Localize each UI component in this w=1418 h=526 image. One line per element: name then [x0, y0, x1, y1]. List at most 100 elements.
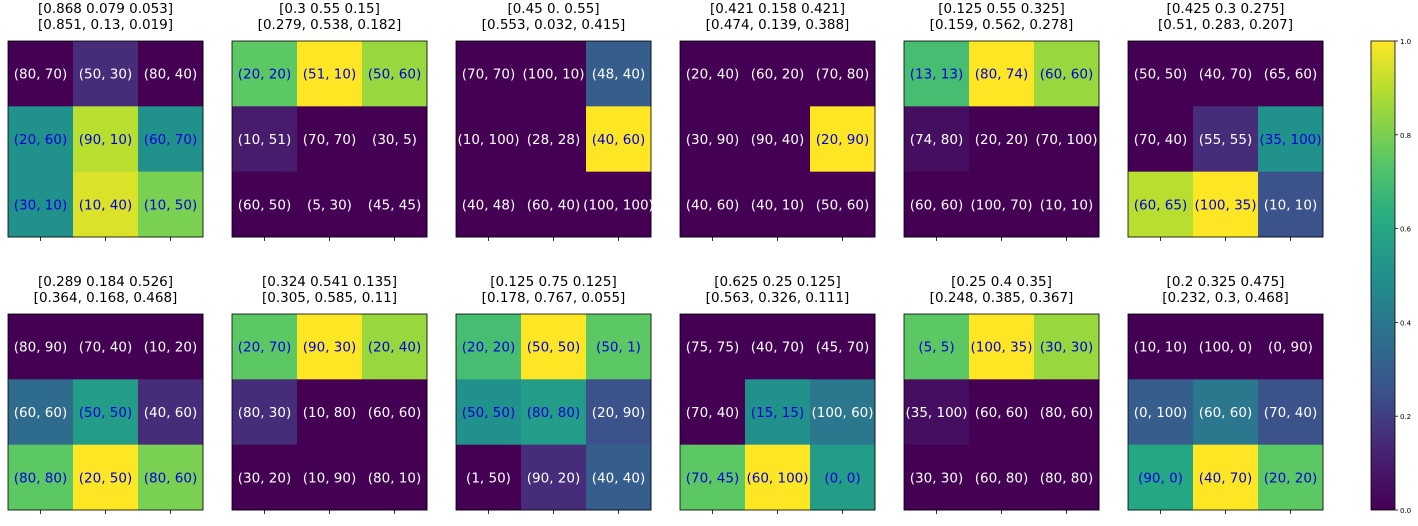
cell-label: (35, 100) — [1259, 132, 1321, 148]
panel-title: [0.563, 0.326, 0.111] — [706, 290, 850, 306]
heatmap-cell — [456, 314, 522, 380]
heatmap-cell — [1128, 379, 1194, 446]
colorbar-tick-label: 0.0 — [1400, 507, 1411, 515]
heatmap-cell — [904, 106, 970, 173]
heatmap-cell — [521, 379, 587, 446]
cell-label: (60, 50) — [238, 197, 291, 213]
heatmap-cell — [521, 314, 587, 380]
heatmap-cell — [745, 444, 811, 511]
cell-label: (20, 20) — [1264, 470, 1317, 486]
heatmap-cell — [1034, 106, 1100, 173]
cell-label: (60, 60) — [1040, 67, 1093, 83]
heatmap-cell — [456, 171, 522, 238]
cell-label: (90, 30) — [303, 340, 356, 356]
heatmap-cell — [8, 314, 74, 380]
cell-label: (35, 100) — [905, 405, 967, 421]
cell-label: (60, 60) — [14, 405, 67, 421]
cell-label: (45, 45) — [368, 197, 421, 213]
heatmap-cell — [745, 41, 811, 107]
cell-label: (48, 40) — [592, 67, 645, 83]
heatmap-cell — [362, 106, 428, 173]
panel-title: [0.125 0.75 0.125] — [490, 274, 616, 290]
heatmap-cell — [745, 379, 811, 446]
cell-label: (60, 60) — [975, 405, 1028, 421]
cell-label: (40, 70) — [751, 340, 804, 356]
panel-title: [0.3 0.55 0.15] — [279, 1, 380, 17]
cell-label: (100, 100) — [583, 197, 654, 213]
heatmap-cell — [232, 314, 298, 380]
cell-label: (60, 20) — [751, 67, 804, 83]
cell-label: (10, 10) — [1134, 340, 1187, 356]
heatmap-cell — [138, 314, 204, 380]
heatmap-cell — [1258, 444, 1324, 511]
heatmap-cell — [810, 444, 876, 511]
heatmap-cell — [810, 41, 876, 107]
heatmap-cell — [745, 106, 811, 173]
cell-label: (50, 50) — [462, 405, 515, 421]
cell-label: (70, 80) — [816, 67, 869, 83]
panel-title: [0.125 0.55 0.325] — [938, 1, 1064, 17]
cell-label: (10, 50) — [144, 197, 197, 213]
cell-label: (50, 60) — [816, 197, 869, 213]
panel-title: [0.45 0. 0.55] — [507, 1, 599, 17]
heatmap-cell — [362, 444, 428, 511]
heatmap-cell — [586, 444, 652, 511]
cell-label: (30, 10) — [14, 197, 67, 213]
cell-label: (70, 70) — [462, 67, 515, 83]
cell-label: (40, 60) — [144, 405, 197, 421]
panel-title: [0.232, 0.3, 0.468] — [1162, 290, 1288, 306]
heatmap-cell — [8, 106, 74, 173]
heatmap-cell — [904, 314, 970, 380]
cell-label: (10, 100) — [457, 132, 519, 148]
cell-label: (40, 60) — [686, 197, 739, 213]
cell-label: (20, 60) — [14, 132, 67, 148]
cell-label: (100, 10) — [522, 67, 584, 83]
cell-label: (80, 80) — [527, 405, 580, 421]
cell-label: (10, 80) — [303, 405, 356, 421]
cell-label: (30, 20) — [238, 470, 291, 486]
cell-label: (50, 50) — [79, 405, 132, 421]
heatmap-cell — [969, 171, 1035, 238]
panel-title: [0.474, 0.139, 0.388] — [706, 17, 850, 33]
cell-label: (80, 90) — [14, 340, 67, 356]
heatmap-cell — [969, 444, 1035, 511]
cell-label: (90, 0) — [1138, 470, 1183, 486]
cell-label: (80, 74) — [975, 67, 1028, 83]
cell-label: (60, 60) — [368, 405, 421, 421]
heatmap-cell — [297, 314, 363, 380]
heatmap-cell — [586, 379, 652, 446]
cell-label: (70, 70) — [303, 132, 356, 148]
cell-label: (70, 40) — [1134, 132, 1187, 148]
heatmap-cell — [1128, 314, 1194, 380]
heatmap-cell — [8, 171, 74, 238]
cell-label: (20, 90) — [592, 405, 645, 421]
cell-label: (10, 10) — [1264, 197, 1317, 213]
cell-label: (75, 75) — [686, 340, 739, 356]
cell-label: (60, 70) — [144, 132, 197, 148]
cell-label: (40, 60) — [592, 132, 645, 148]
heatmap-cell — [904, 171, 970, 238]
cell-label: (80, 80) — [14, 470, 67, 486]
cell-label: (100, 70) — [970, 197, 1032, 213]
panel-title: [0.625 0.25 0.125] — [714, 274, 840, 290]
panel-title: [0.851, 0.13, 0.019] — [38, 17, 173, 33]
panel-title: [0.248, 0.385, 0.367] — [930, 290, 1074, 306]
cell-label: (30, 5) — [372, 132, 417, 148]
colorbar — [1370, 40, 1396, 511]
cell-label: (50, 50) — [1134, 67, 1187, 83]
heatmap-cell — [1193, 41, 1259, 107]
cell-label: (60, 40) — [527, 197, 580, 213]
cell-label: (60, 100) — [746, 470, 808, 486]
panel-title: [0.553, 0.032, 0.415] — [482, 17, 626, 33]
cell-label: (20, 70) — [238, 340, 291, 356]
cell-label: (74, 80) — [910, 132, 963, 148]
heatmap-cell — [232, 106, 298, 173]
heatmap-cell — [73, 41, 139, 107]
cell-label: (10, 90) — [303, 470, 356, 486]
heatmap-cell — [232, 171, 298, 238]
heatmap-cell — [1128, 171, 1194, 238]
heatmap-cell — [297, 106, 363, 173]
cell-label: (10, 51) — [238, 132, 291, 148]
cell-label: (45, 70) — [816, 340, 869, 356]
